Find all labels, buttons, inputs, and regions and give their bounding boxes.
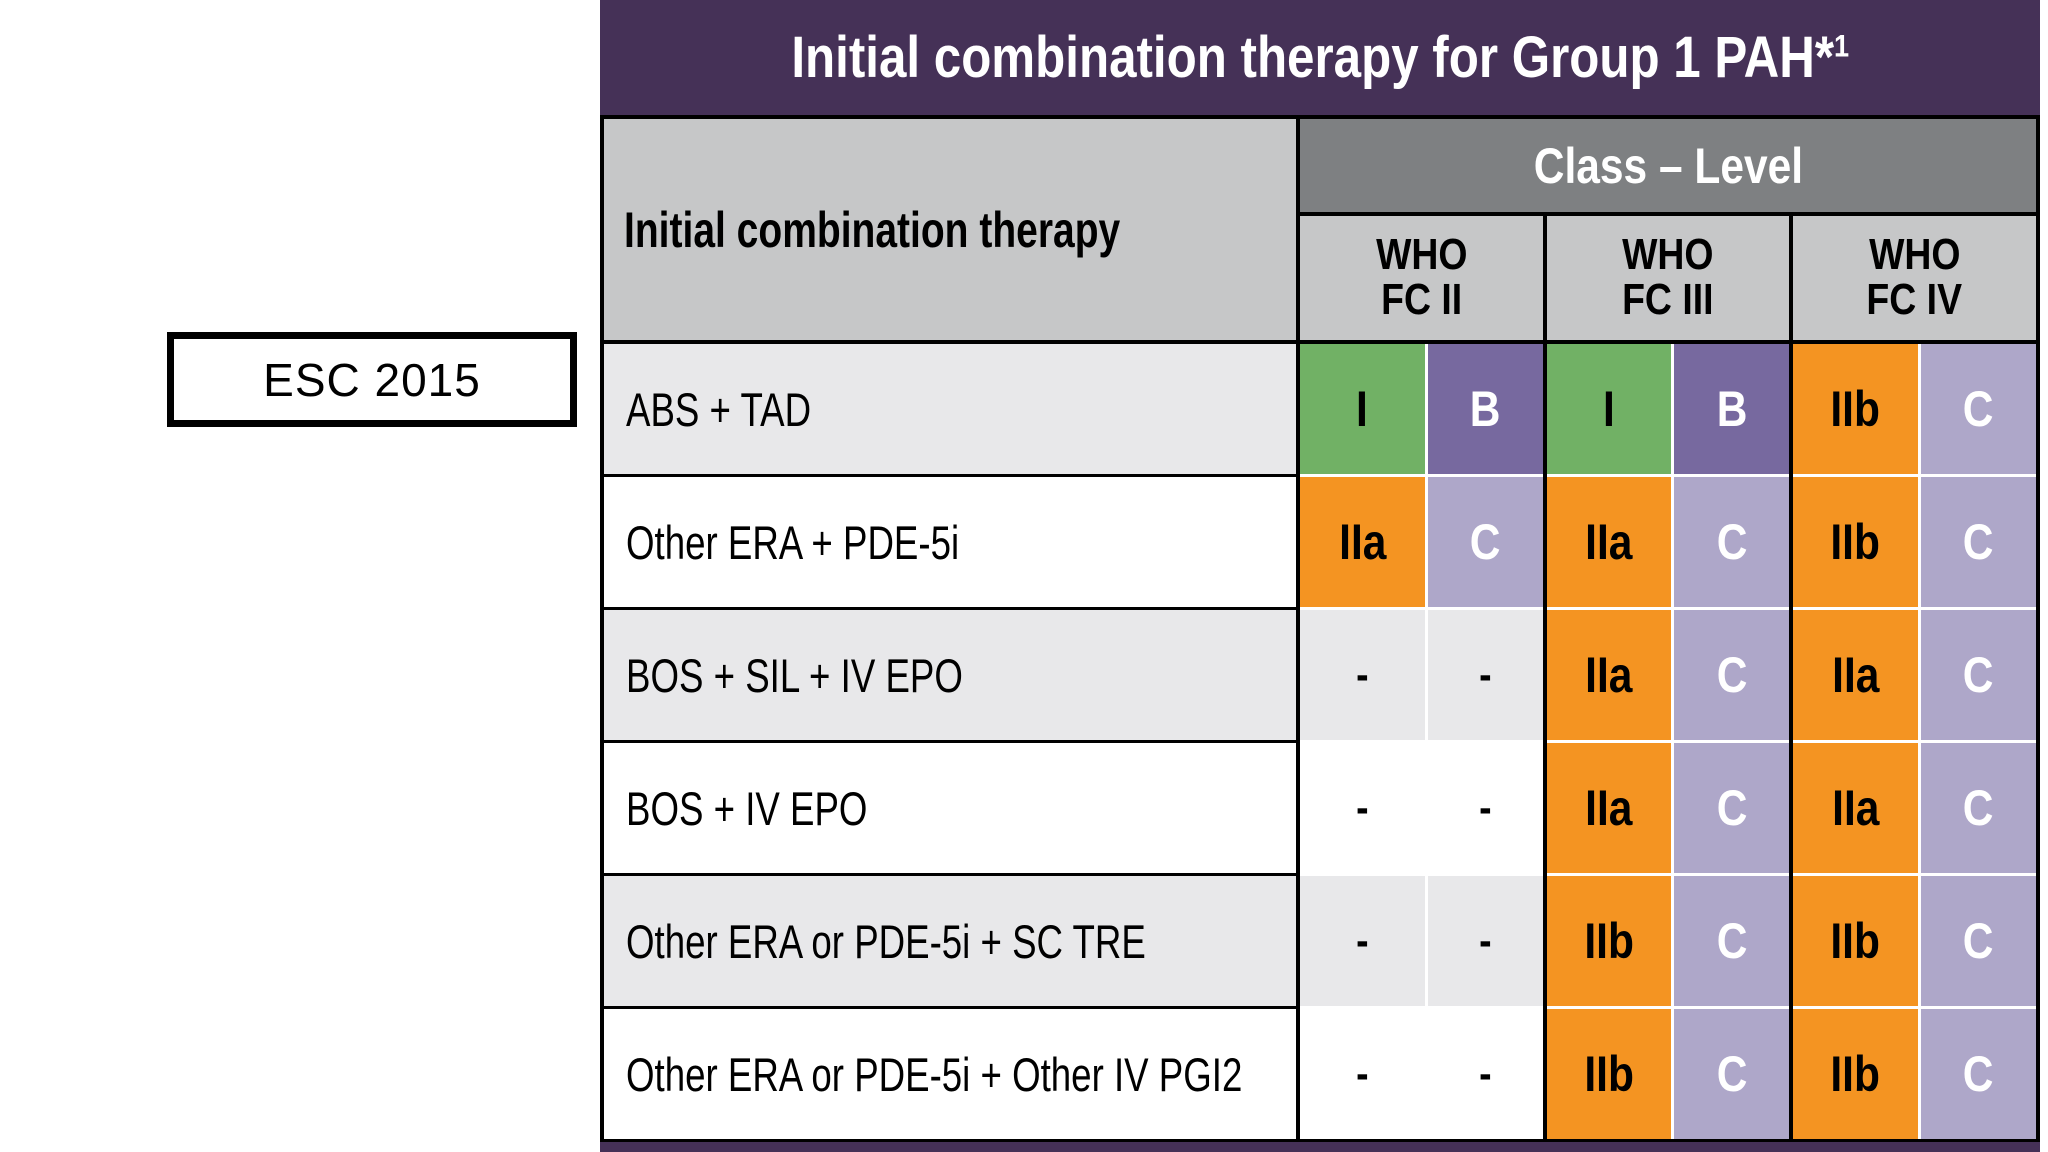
table-cell: I B [1546,344,1790,474]
column-header-class-level: Class – Level [1300,119,2036,216]
class-value: IIb [1793,477,1918,607]
table-cell: IIa C [1300,474,1543,607]
level-value: - [1424,610,1543,740]
level-value: B [1671,344,1790,474]
fc-iii-cells: I B IIa C IIa C IIa C [1546,344,1790,1139]
level-value: C [1671,477,1790,607]
level-value: - [1424,743,1543,873]
table-row-label: Other ERA or PDE-5i + Other IV PGI2 [604,1006,1296,1139]
level-value: - [1424,1009,1543,1139]
table-grid: Initial combination therapy ABS + TAD Ot… [600,115,2040,1142]
fc-column-who-fc-ii: WHO FC II I B IIa C - [1300,216,1543,1139]
esc-2015-label-text: ESC 2015 [263,353,481,406]
column-header-initial-combination-therapy: Initial combination therapy [604,119,1296,344]
class-value: I [1546,344,1672,474]
class-value: IIa [1793,743,1918,873]
fc-column-who-fc-iii: WHO FC III I B IIa C IIa [1542,216,1790,1139]
therapy-label-column: Initial combination therapy ABS + TAD Ot… [604,119,1300,1139]
class-value: IIb [1546,1009,1672,1139]
class-value: IIb [1793,344,1918,474]
column-header-who-fc-ii: WHO FC II [1300,216,1543,344]
table-cell: IIb C [1793,344,2037,474]
level-value: C [1671,743,1790,873]
class-value: IIb [1793,1009,1918,1139]
level-value: C [1917,876,2037,1006]
table-cell: IIa C [1793,607,2037,740]
class-value: - [1356,783,1369,832]
table-bottom-accent-bar [600,1142,2040,1152]
table-cell: IIb C [1546,873,1790,1006]
fc-iv-cells: IIb C IIb C IIa C IIa C [1793,344,2037,1139]
table-cell: IIa C [1793,740,2037,873]
level-value: C [1424,477,1543,607]
table-cell: - - [1300,607,1543,740]
class-level-area: Class – Level WHO FC II I B IIa [1300,119,2037,1139]
table-title: Initial combination therapy for Group 1 … [600,0,2040,115]
level-value: C [1671,610,1790,740]
class-value: IIb [1546,876,1672,1006]
class-value: IIa [1300,477,1425,607]
level-value: C [1917,1009,2037,1139]
table-cell: IIa C [1546,607,1790,740]
table-row-label: BOS + SIL + IV EPO [604,607,1296,740]
class-value: - [1356,650,1369,699]
class-value: IIa [1546,477,1672,607]
table-row-label: BOS + IV EPO [604,740,1296,873]
class-value: - [1356,1049,1369,1098]
table-cell: IIb C [1546,1006,1790,1139]
level-value: C [1917,344,2037,474]
therapy-label-rows: ABS + TAD Other ERA + PDE-5i BOS + SIL +… [604,344,1296,1139]
table-cell: - - [1300,1006,1543,1139]
class-value: IIa [1546,743,1672,873]
table-cell: IIb C [1793,1006,2037,1139]
column-header-who-fc-iii: WHO FC III [1546,216,1790,344]
level-value: C [1671,876,1790,1006]
esc-2015-label: ESC 2015 [167,332,577,427]
level-value: C [1917,477,2037,607]
table-row-label: ABS + TAD [604,344,1296,474]
table-cell: IIb C [1793,474,2037,607]
level-value: C [1917,743,2037,873]
class-value: IIa [1793,610,1918,740]
level-value: B [1424,344,1543,474]
fc-columns: WHO FC II I B IIa C - [1300,216,2037,1139]
level-value: - [1424,876,1543,1006]
fc-ii-cells: I B IIa C - - - - [1300,344,1543,1139]
table-title-text: Initial combination therapy for Group 1 … [791,25,1849,90]
table-cell: IIb C [1793,873,2037,1006]
class-value: I [1300,344,1425,474]
level-value: C [1671,1009,1790,1139]
table-cell: IIa C [1546,474,1790,607]
class-value: IIa [1546,610,1672,740]
table-title-superscript: 1 [1833,27,1849,64]
therapy-table: Initial combination therapy for Group 1 … [600,0,2040,1152]
class-value: IIb [1793,876,1918,1006]
table-cell: - - [1300,873,1543,1006]
class-value: - [1356,916,1369,965]
fc-column-who-fc-iv: WHO FC IV IIb C IIb C IIa [1789,216,2037,1139]
table-cell: I B [1300,344,1543,474]
level-value: C [1917,610,2037,740]
table-row-label: Other ERA + PDE-5i [604,474,1296,607]
column-header-who-fc-iv: WHO FC IV [1793,216,2037,344]
table-cell: IIa C [1546,740,1790,873]
table-cell: - - [1300,740,1543,873]
table-row-label: Other ERA or PDE-5i + SC TRE [604,873,1296,1006]
